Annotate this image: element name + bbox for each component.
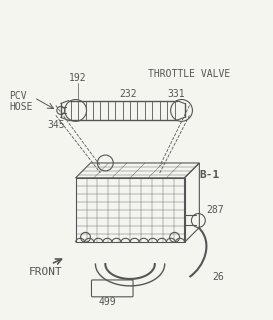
Text: THROTTLE VALVE: THROTTLE VALVE	[148, 69, 230, 79]
Text: 499: 499	[99, 297, 116, 307]
Text: 345: 345	[47, 120, 65, 130]
Text: 192: 192	[69, 73, 87, 83]
Text: 331: 331	[168, 89, 185, 99]
Text: 287: 287	[206, 204, 224, 215]
Text: 232: 232	[119, 89, 137, 99]
Text: PCV
HOSE: PCV HOSE	[9, 91, 33, 112]
Text: FRONT: FRONT	[29, 267, 63, 277]
Text: 26: 26	[212, 272, 224, 282]
Text: B-1: B-1	[199, 170, 219, 180]
